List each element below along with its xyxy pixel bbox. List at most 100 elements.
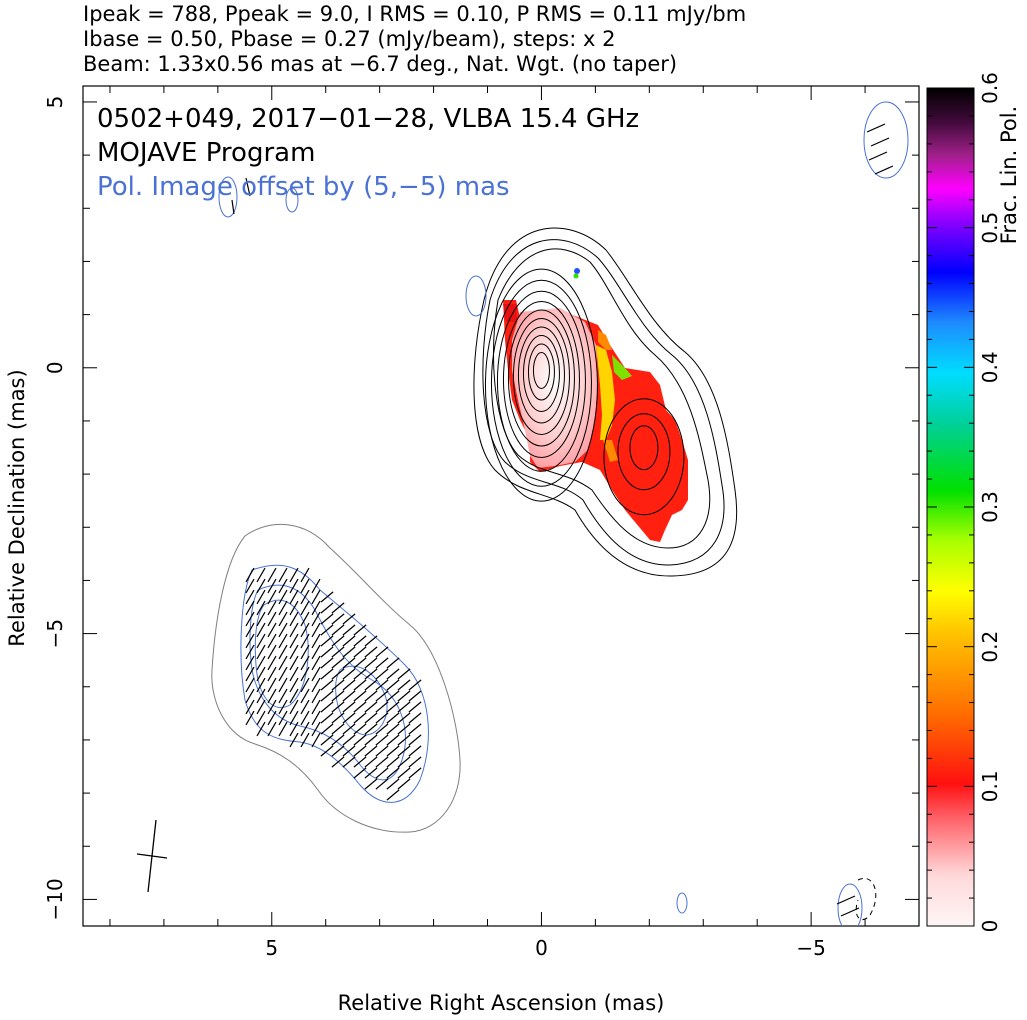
evpa-vector — [331, 613, 345, 625]
evpa-vector — [320, 745, 334, 757]
stokes-i-core-contour — [532, 351, 550, 389]
evpa-vector — [256, 611, 266, 627]
evpa-vector — [386, 723, 400, 735]
evpa-vector — [386, 745, 400, 757]
colorbar-tick-label: 0.2 — [978, 631, 1002, 663]
evpa-vector — [320, 624, 334, 636]
evpa-vector — [342, 679, 356, 691]
evpa-vector — [300, 611, 310, 627]
evpa-vector — [311, 666, 321, 682]
evpa-vector — [408, 679, 422, 691]
evpa-vector — [408, 712, 422, 724]
evpa-vector — [245, 578, 255, 594]
x-tick-label: 0 — [535, 936, 548, 960]
evpa-vector — [353, 701, 367, 713]
evpa-vector — [311, 600, 321, 616]
beam-cross — [136, 819, 168, 893]
evpa-vector — [311, 622, 321, 638]
fpol-blue-pixel — [574, 268, 580, 274]
evpa-vector — [311, 655, 321, 671]
stokes-i-contours — [473, 227, 738, 577]
pol-contour-outer — [211, 523, 461, 833]
evpa-vector — [375, 745, 389, 757]
pol-contour-3 — [254, 599, 309, 708]
header-line-3: Beam: 1.33x0.56 mas at −6.7 deg., Nat. W… — [83, 52, 678, 76]
evpa-vector — [311, 732, 321, 748]
stokes-i-core-contour — [484, 268, 598, 502]
evpa-vector — [300, 600, 310, 616]
evpa-vector — [289, 677, 299, 693]
evpa-vector — [289, 611, 299, 627]
evpa-vector — [364, 712, 378, 724]
evpa-vector — [375, 690, 389, 702]
evpa-vector — [386, 712, 400, 724]
evpa-vector — [245, 710, 255, 726]
y-tick-label: 5 — [43, 96, 67, 109]
evpa-vector — [267, 710, 277, 726]
evpa-vector — [331, 602, 345, 614]
evpa-vector — [320, 712, 334, 724]
evpa-vector — [364, 723, 378, 735]
evpa-vector — [364, 734, 378, 746]
evpa-vector — [331, 734, 345, 746]
evpa-vector — [397, 745, 411, 757]
y-axis-label: Relative Declination (mas) — [5, 369, 29, 646]
x-tick-label: −5 — [796, 936, 825, 960]
evpa-vector — [353, 734, 367, 746]
evpa-vector — [342, 613, 356, 625]
evpa-vector — [256, 710, 266, 726]
evpa-vector — [342, 701, 356, 713]
negative-contour — [855, 877, 877, 920]
evpa-vector — [300, 578, 310, 594]
evpa-vector — [375, 701, 389, 713]
evpa-vector — [300, 644, 310, 660]
evpa-vector — [386, 767, 400, 779]
evpa-vector — [408, 734, 422, 746]
colorbar-tick-label: 0.5 — [978, 212, 1002, 244]
evpa-vector — [375, 668, 389, 680]
stokes-i-core-contour — [496, 290, 586, 472]
evpa-vector — [245, 688, 255, 704]
evpa-vector — [408, 701, 422, 713]
evpa-vector — [342, 745, 356, 757]
evpa-vector — [289, 655, 299, 671]
evpa-vector — [245, 699, 255, 715]
evpa-vector — [331, 624, 345, 636]
axis-ticks — [83, 86, 920, 926]
evpa-vector — [320, 690, 334, 702]
evpa-vector — [353, 679, 367, 691]
evpa-vector — [300, 710, 310, 726]
evpa-vector — [311, 677, 321, 693]
program-label: MOJAVE Program — [97, 138, 315, 168]
header-line-1: Ipeak = 788, Ppeak = 9.0, I RMS = 0.10, … — [83, 2, 747, 26]
evpa-vector — [331, 701, 345, 713]
evpa-vector — [256, 666, 266, 682]
evpa-vector — [353, 745, 367, 757]
evpa-vector — [397, 778, 411, 790]
evpa-vector — [408, 723, 422, 735]
evpa-vector — [331, 668, 345, 680]
colorbar-tick-label: 0.4 — [978, 351, 1002, 383]
evpa-vector — [311, 578, 321, 594]
evpa-vector — [353, 657, 367, 669]
evpa-vector — [331, 756, 345, 768]
evpa-vector — [245, 567, 255, 583]
evpa-vector — [231, 199, 235, 215]
colorbar-tick-label: 0.6 — [978, 72, 1002, 104]
evpa-vector — [245, 633, 255, 649]
evpa-vector — [320, 668, 334, 680]
evpa-vector — [311, 688, 321, 704]
evpa-vector — [245, 622, 255, 638]
evpa-vector — [866, 123, 886, 133]
evpa-vector — [364, 646, 378, 658]
evpa-vector — [320, 591, 334, 603]
evpa-vector — [267, 622, 277, 638]
evpa-vector — [364, 778, 378, 790]
evpa-vector — [300, 655, 310, 671]
evpa-vector — [353, 756, 367, 768]
evpa-vector — [375, 734, 389, 746]
evpa-vector — [375, 712, 389, 724]
evpa-vector — [278, 688, 288, 704]
evpa-vector — [267, 666, 277, 682]
evpa-vector — [289, 721, 299, 737]
